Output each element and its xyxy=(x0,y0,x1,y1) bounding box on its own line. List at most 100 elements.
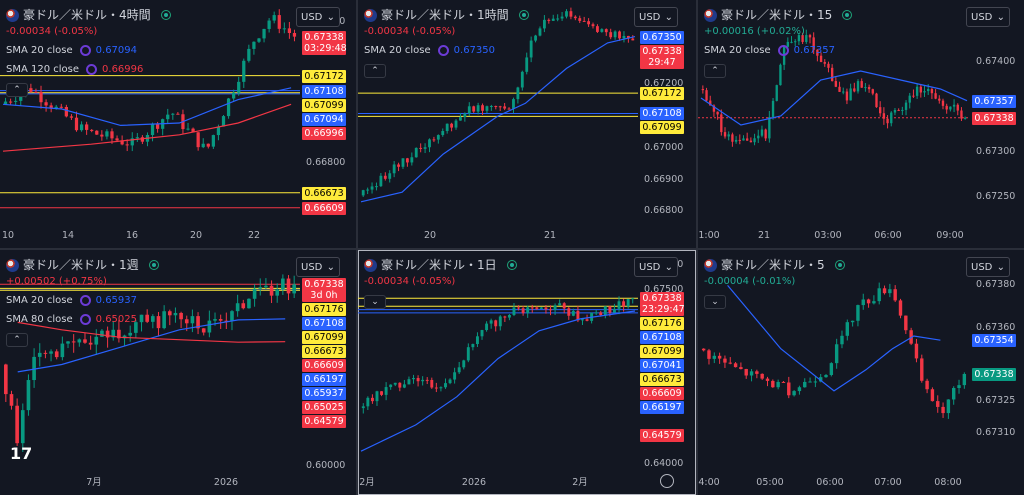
candle-body xyxy=(424,147,427,149)
candle-body xyxy=(476,336,479,344)
legend-expand-button[interactable]: ⌄ xyxy=(704,295,726,309)
tradingview-logo-icon[interactable]: 17 xyxy=(10,444,32,463)
gear-icon[interactable] xyxy=(660,474,674,488)
currency-dropdown[interactable]: USD ⌄ xyxy=(634,257,678,277)
currency-dropdown[interactable]: USD ⌄ xyxy=(296,7,340,27)
candle-body xyxy=(838,87,840,92)
indicator-row[interactable]: SMA 120 close 0.66996 xyxy=(6,62,171,77)
time-axis-label: 05:00 xyxy=(756,477,783,488)
currency-dropdown[interactable]: USD ⌄ xyxy=(296,257,340,277)
candle-body xyxy=(417,378,420,381)
candle-body xyxy=(549,309,552,310)
candle-body xyxy=(849,88,851,100)
price-change: -0.00034 (-0.05%) xyxy=(6,25,171,39)
indicator-row[interactable]: SMA 20 close 0.67350 xyxy=(364,43,529,58)
currency-dropdown[interactable]: USD ⌄ xyxy=(966,257,1010,277)
indicator-settings-icon[interactable] xyxy=(80,314,91,325)
candle-body xyxy=(960,111,962,119)
symbol-title[interactable]: 豪ドル／米ドル・1日 xyxy=(381,259,497,271)
symbol-title-row[interactable]: 豪ドル／米ドル・1週 xyxy=(6,256,159,274)
symbol-title-row[interactable]: 豪ドル／米ドル・4時間 xyxy=(6,6,171,24)
indicator-settings-icon[interactable] xyxy=(80,45,91,56)
indicator-value: 0.66996 xyxy=(102,65,143,75)
symbol-title[interactable]: 豪ドル／米ドル・1週 xyxy=(23,259,139,271)
price-label-tag: 0.67108 xyxy=(302,317,346,330)
indicator-row[interactable]: SMA 20 close 0.67094 xyxy=(6,43,171,58)
candle-body xyxy=(554,305,557,310)
candle-body xyxy=(267,21,270,29)
price-axis-label: 0.67400 xyxy=(976,56,1015,67)
symbol-title-row[interactable]: 豪ドル／米ドル・15 xyxy=(704,6,852,24)
legend-collapse-button[interactable]: ⌃ xyxy=(704,64,726,78)
candle-body xyxy=(592,24,595,26)
indicator-settings-icon[interactable] xyxy=(80,295,91,306)
candle-body xyxy=(599,312,602,315)
candle-body xyxy=(207,144,210,147)
candle-body xyxy=(581,319,584,320)
chart-panel-p3[interactable]: 0.67400 0.67300 0.67250 21:00 21 03:00 06:00 09… xyxy=(698,0,1024,248)
candle-body xyxy=(920,87,922,93)
legend-collapse-button[interactable]: ⌃ xyxy=(6,83,28,97)
symbol-title[interactable]: 豪ドル／米ドル・1時間 xyxy=(381,9,509,21)
symbol-title[interactable]: 豪ドル／米ドル・4時間 xyxy=(23,9,151,21)
price-label-tag: 0.64579 xyxy=(640,429,684,442)
candle-body xyxy=(565,11,568,16)
chevron-down-icon: ⌄ xyxy=(327,12,335,23)
chart-panel-p1[interactable]: 0.674000.6680010141620220.6733803:29:480… xyxy=(0,0,356,248)
legend-expand-button[interactable]: ⌄ xyxy=(364,295,386,309)
candle-body xyxy=(371,398,374,401)
candle-body xyxy=(526,307,529,313)
candle-body xyxy=(631,298,634,299)
indicator-settings-icon[interactable] xyxy=(86,64,97,75)
price-label-tag: 0.67338 3d 0h xyxy=(302,278,346,302)
price-label-tag: 0.67338 xyxy=(972,112,1016,125)
price-label-value: 0.66609 xyxy=(304,359,344,372)
indicator-row[interactable]: SMA 20 close 0.65937 xyxy=(6,293,159,308)
candle-body xyxy=(273,15,276,20)
indicator-settings-icon[interactable] xyxy=(438,45,449,56)
candle-body xyxy=(402,158,405,167)
candle-body xyxy=(90,130,93,131)
price-label-value: 0.67094 xyxy=(304,113,344,126)
price-axis-label: 0.67000 xyxy=(644,142,683,153)
symbol-title-row[interactable]: 豪ドル／米ドル・1日 xyxy=(364,256,517,274)
indicator-row[interactable]: SMA 20 close 0.67357 xyxy=(704,43,852,58)
legend-collapse-button[interactable]: ⌃ xyxy=(6,333,28,347)
candle-body xyxy=(428,139,431,147)
candle-body xyxy=(720,114,722,132)
candle-body xyxy=(613,309,616,313)
candle-body xyxy=(723,359,726,363)
chart-legend: 豪ドル／米ドル・15 +0.00016 (+0.02%) SMA 20 close 0… xyxy=(704,6,852,78)
symbol-title-row[interactable]: 豪ドル／米ドル・5 xyxy=(704,256,845,274)
candle-body xyxy=(879,107,881,113)
candle-body xyxy=(455,121,458,128)
indicator-value: 0.67357 xyxy=(794,46,835,56)
chart-panel-p5[interactable]: 0.680000.675000.6400012月20262月0.6733823:… xyxy=(358,250,696,495)
chart-panel-p4[interactable]: 0.60000 7月 2026 0.67338 3d 0h 0.67176 0.67108 0… xyxy=(0,250,356,495)
candle-body xyxy=(517,307,520,308)
time-axis-label: 2月 xyxy=(572,474,588,488)
candle-body xyxy=(421,380,424,381)
chart-panel-p6[interactable]: 0.67380 0.67360 0.67325 0.67310 04:00 05:00 06… xyxy=(698,250,1024,495)
indicator-label: SMA 20 close xyxy=(6,296,73,306)
candle-body xyxy=(883,288,886,293)
indicator-settings-icon[interactable] xyxy=(778,45,789,56)
symbol-title[interactable]: 豪ドル／米ドル・5 xyxy=(721,259,825,271)
legend-collapse-button[interactable]: ⌃ xyxy=(364,64,386,78)
candle-body xyxy=(494,106,497,107)
candle-body xyxy=(503,316,506,317)
moving-average-line[interactable] xyxy=(701,71,967,125)
candle-body xyxy=(398,383,401,388)
symbol-title[interactable]: 豪ドル／米ドル・15 xyxy=(721,9,832,21)
candle-body xyxy=(716,112,718,115)
currency-dropdown[interactable]: USD ⌄ xyxy=(634,7,678,27)
candle-body xyxy=(814,381,817,382)
symbol-title-row[interactable]: 豪ドル／米ドル・1時間 xyxy=(364,6,529,24)
indicator-row[interactable]: SMA 80 close 0.65025 xyxy=(6,312,159,327)
candle-body xyxy=(905,103,907,110)
chart-panel-p2[interactable]: 0.67200 0.67000 0.66900 0.66800 20 21 0.67350 0… xyxy=(358,0,696,248)
price-label-value: 0.67338 xyxy=(642,293,682,304)
moving-average-line[interactable] xyxy=(361,311,635,451)
candle-body xyxy=(467,347,470,360)
currency-dropdown[interactable]: USD ⌄ xyxy=(966,7,1010,27)
